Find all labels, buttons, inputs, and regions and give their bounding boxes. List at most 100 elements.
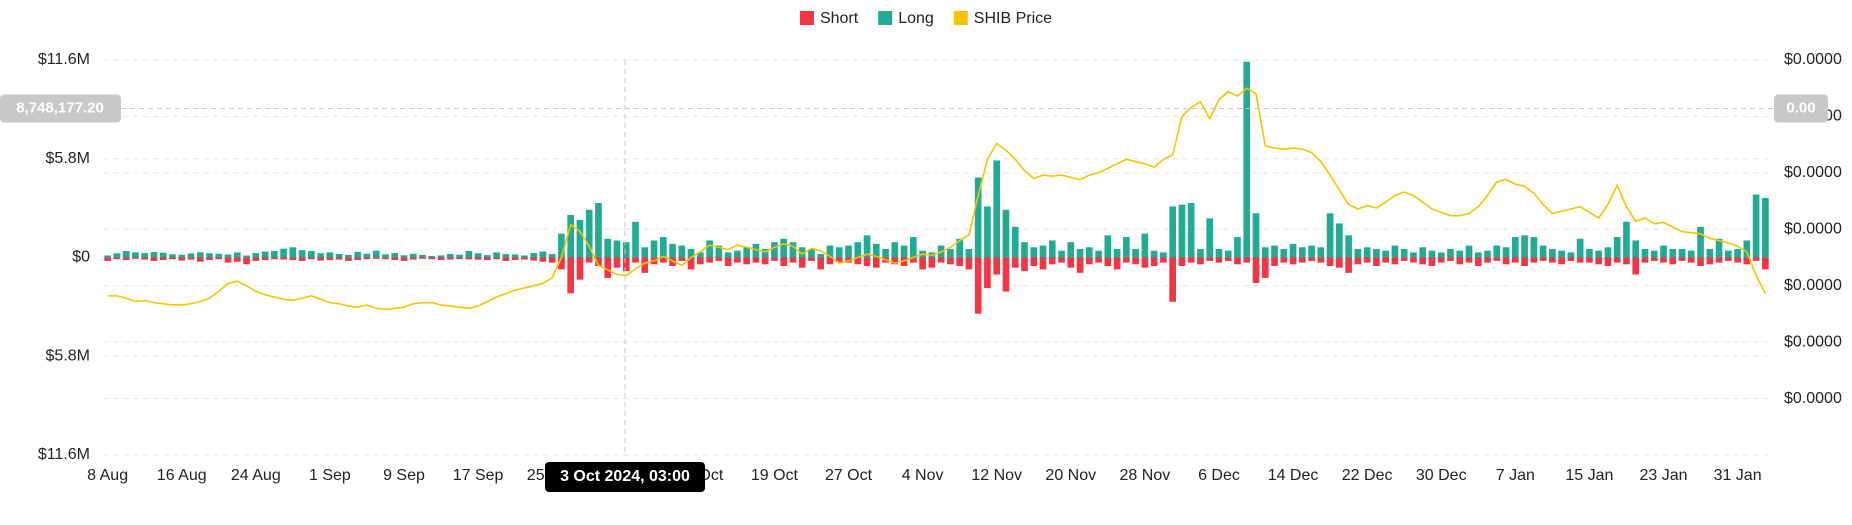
bar	[1085, 257, 1093, 265]
bar	[1484, 257, 1491, 263]
bar	[1660, 257, 1667, 263]
bar	[391, 253, 399, 258]
bar	[576, 220, 584, 258]
y-tick-label: $5.8M	[46, 347, 90, 364]
bar	[474, 257, 482, 260]
x-tick-label: 17 Sep	[453, 467, 504, 484]
bar	[1484, 250, 1491, 258]
bar	[1169, 206, 1176, 258]
bar	[372, 257, 380, 259]
bar	[993, 257, 1001, 275]
crosshair-y-box	[0, 94, 121, 123]
bar	[1326, 257, 1334, 267]
bar	[1743, 240, 1751, 258]
x-tick-label: 30 Dec	[1416, 467, 1467, 484]
bar	[280, 248, 287, 258]
bar	[947, 248, 954, 258]
bar	[1437, 257, 1445, 263]
bar	[382, 257, 389, 260]
bar	[715, 245, 723, 258]
bar	[224, 257, 232, 263]
bar	[521, 257, 528, 260]
x-tick-label: 8 Aug	[87, 467, 128, 484]
bar	[465, 251, 473, 258]
bar	[419, 257, 426, 259]
bar	[1567, 252, 1575, 258]
bar	[1595, 257, 1603, 265]
bar	[752, 257, 760, 263]
bar	[1604, 257, 1612, 267]
bar	[1336, 257, 1343, 268]
bar	[1382, 250, 1389, 258]
bar	[910, 237, 917, 258]
bar	[428, 255, 436, 258]
bar	[132, 252, 139, 258]
bar	[1215, 248, 1223, 258]
x-tick-label: 16 Aug	[157, 467, 207, 484]
bar	[687, 248, 695, 258]
bar	[456, 254, 463, 258]
bar	[1076, 248, 1084, 258]
bar	[1539, 257, 1547, 261]
bar	[1261, 247, 1269, 258]
bar	[1493, 245, 1501, 258]
bar	[1002, 257, 1010, 292]
bar	[1141, 257, 1149, 268]
bar	[1724, 257, 1732, 261]
bar	[354, 257, 362, 261]
crosshair-x-box	[545, 462, 705, 492]
bar	[1261, 257, 1269, 278]
bar	[1224, 257, 1232, 261]
bar	[789, 257, 797, 263]
x-tick-label: 6 Dec	[1198, 467, 1240, 484]
bar	[169, 257, 176, 260]
bar	[113, 253, 121, 258]
bar	[604, 257, 612, 278]
bar	[1687, 250, 1695, 258]
bar	[354, 251, 362, 258]
bar	[854, 242, 862, 258]
bar	[1613, 237, 1621, 258]
bar	[558, 233, 565, 258]
bar	[974, 257, 982, 314]
bar	[484, 257, 491, 261]
bar	[872, 243, 880, 258]
bar	[1511, 237, 1519, 258]
bar	[1521, 235, 1528, 258]
bar	[326, 252, 334, 258]
bar	[1715, 257, 1723, 263]
bar	[1697, 257, 1704, 267]
bar	[956, 257, 963, 267]
bar	[1011, 257, 1019, 268]
price-line	[107, 87, 1767, 311]
bar	[298, 257, 306, 261]
bar	[196, 252, 204, 258]
bar	[965, 257, 973, 270]
bar	[215, 257, 223, 260]
bar	[1076, 257, 1084, 273]
bar	[1048, 240, 1056, 258]
bar	[335, 253, 343, 258]
bar	[613, 240, 621, 258]
bar	[1530, 237, 1538, 258]
x-tick-label: 7 Jan	[1496, 467, 1535, 484]
bar	[1169, 257, 1176, 302]
bar	[715, 257, 723, 261]
bar	[900, 257, 908, 267]
bar	[1039, 257, 1047, 270]
bar	[1678, 248, 1686, 258]
bar	[1243, 61, 1251, 258]
y-tick-label: $11.6M	[38, 51, 90, 68]
bar	[1539, 245, 1547, 258]
bar	[817, 254, 825, 258]
bar	[1150, 250, 1158, 258]
bar	[1743, 257, 1751, 265]
bar	[1493, 257, 1501, 261]
bar	[141, 253, 149, 258]
bar	[798, 257, 806, 268]
bar	[1558, 250, 1565, 258]
bar	[428, 257, 436, 260]
bar	[1530, 257, 1538, 263]
legend-label: Short	[820, 10, 859, 27]
